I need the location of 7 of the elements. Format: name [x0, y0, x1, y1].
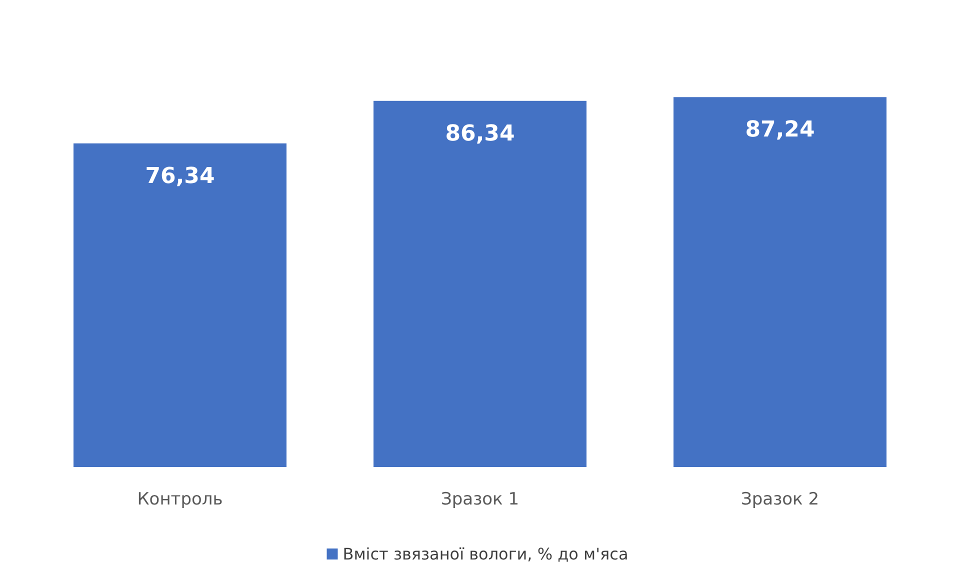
- x-tick-label: Зразок 2: [740, 490, 820, 510]
- data-label: 76,34: [145, 164, 215, 189]
- data-label: 86,34: [445, 121, 515, 146]
- data-label: 87,24: [745, 118, 815, 143]
- legend-label: Вміст звязаної вологи, % до м'яса: [342, 544, 628, 564]
- x-tick-label: Зразок 1: [440, 490, 520, 510]
- x-tick-label: Контроль: [137, 490, 223, 510]
